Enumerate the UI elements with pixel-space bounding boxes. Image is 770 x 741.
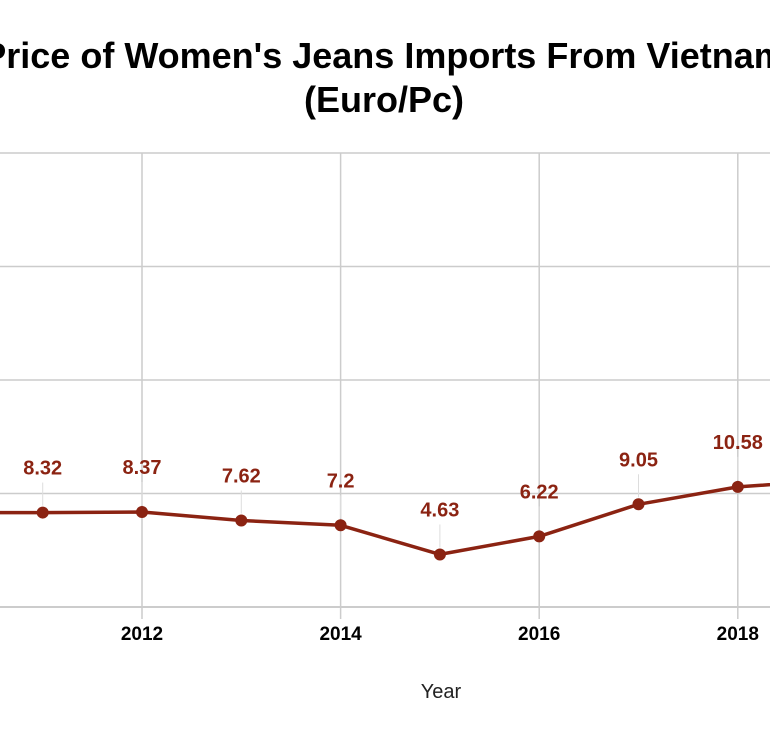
data-point	[433, 548, 446, 561]
data-point	[334, 519, 347, 532]
data-labels: 8.32 8.37 7.62 7.2 4.63 6.22 9.05 10.58	[23, 432, 763, 522]
grid-lines	[0, 152, 770, 619]
x-tick-label: 2018	[717, 624, 759, 645]
x-tick-label: 2012	[121, 624, 163, 645]
data-label: 6.22	[520, 481, 559, 503]
data-label: 9.05	[619, 449, 658, 471]
data-point	[36, 506, 49, 519]
data-point	[136, 506, 148, 519]
data-line-group	[0, 482, 770, 557]
data-point	[731, 480, 744, 493]
data-points	[36, 480, 744, 561]
data-point	[632, 498, 645, 511]
data-label: 7.62	[222, 466, 261, 488]
label-leaders	[42, 456, 739, 548]
x-tick-label: 2014	[319, 624, 362, 645]
data-label: 4.63	[420, 499, 459, 521]
chart-title: Price of Women's Jeans Imports From Viet…	[0, 35, 770, 76]
data-label: 8.32	[23, 458, 62, 480]
data-label: 7.2	[327, 470, 355, 492]
data-label: 8.37	[123, 457, 162, 479]
chart-subtitle: (Euro/Pc)	[304, 79, 464, 120]
x-axis-ticks: 2012 2014 2016 2018	[121, 624, 759, 645]
data-label: 10.58	[713, 432, 763, 454]
x-tick-label: 2016	[518, 624, 560, 645]
data-point	[235, 514, 248, 527]
data-point	[533, 530, 546, 543]
x-axis-title: Year	[421, 681, 462, 703]
series-line	[0, 482, 770, 557]
